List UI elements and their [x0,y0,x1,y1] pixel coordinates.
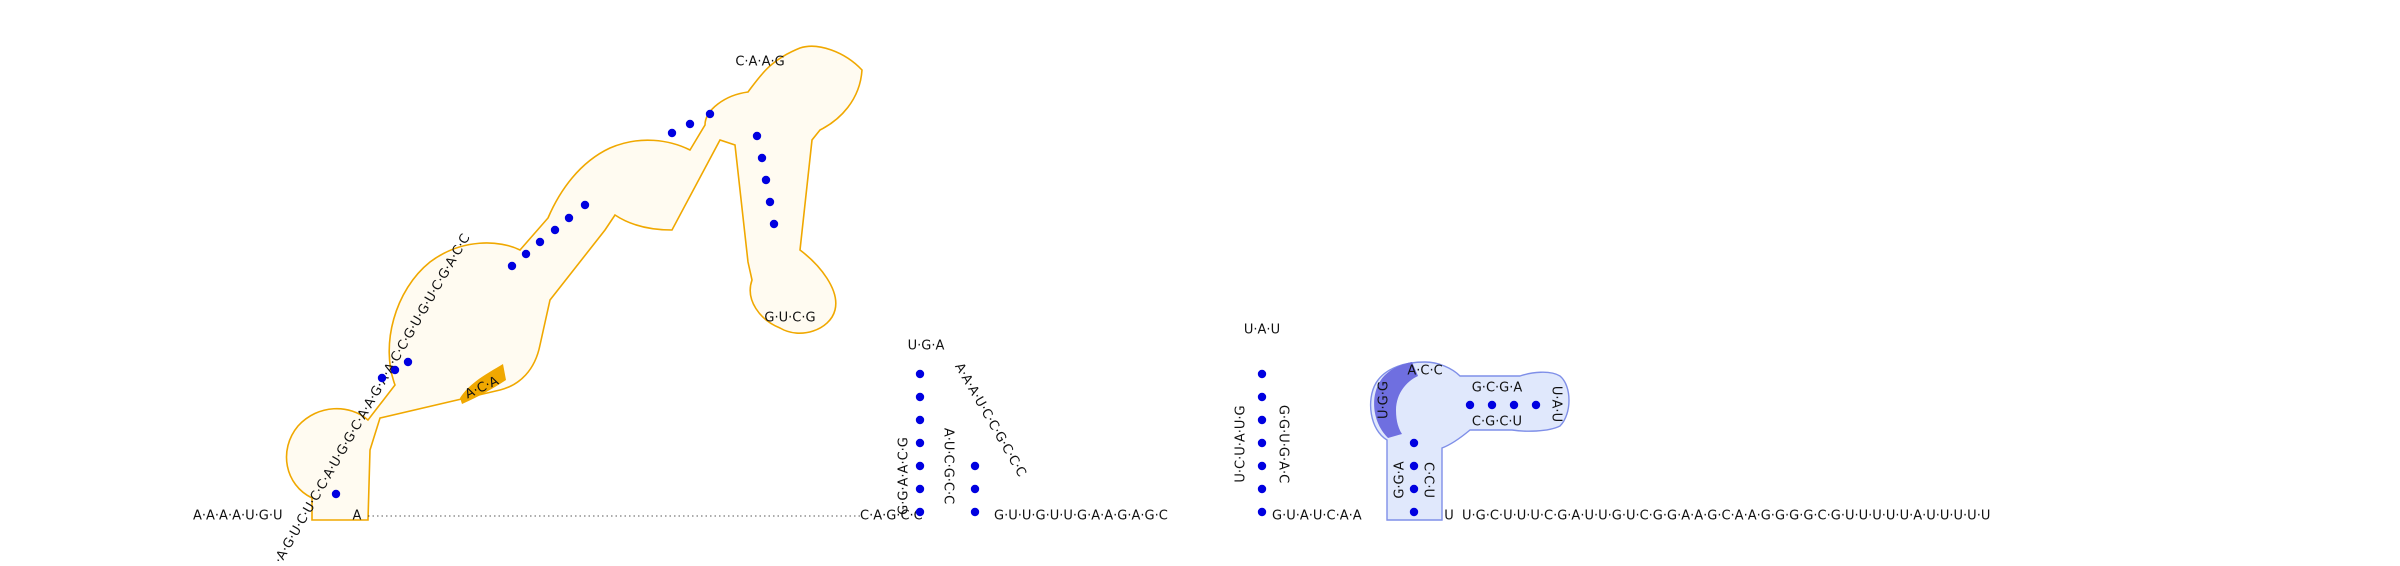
base-pair-dot [535,237,545,247]
base-pair-dot [765,197,775,207]
base-pair-dot [915,484,925,494]
base-pair-dot [752,131,762,141]
base-pair-dot [1509,400,1519,410]
base-pair-dot [1409,438,1419,448]
hairpin-3-stem-right: C·C·U [1421,462,1436,498]
mainline-tail-a: A [353,509,362,524]
base-pair-dot [970,507,980,517]
base-pair-dot [915,369,925,379]
base-pair-dot [685,119,695,129]
base-pair-dot [915,415,925,425]
hairpin-3-arm-top: G·C·G·A [1472,381,1523,396]
hairpin-2-loop: U·A·U [1244,323,1280,338]
base-pair-dot [757,153,767,163]
base-pair-dot [1409,484,1419,494]
base-pair-dots [331,109,1541,517]
base-pair-dot [564,213,574,223]
base-pair-dot [521,249,531,259]
base-pair-dot [331,489,341,499]
base-pair-dot [403,357,413,367]
base-pair-dot [1257,484,1267,494]
base-pair-dot [915,392,925,402]
hairpin-2-stem-left: U·C·U·A·U·G [1234,405,1249,482]
base-pair-dot [377,373,387,383]
hairpin-3-cap: U·A·U [1549,386,1564,422]
structure-3-highlight [1369,361,1570,521]
hairpin-1-stem-right: A·U·C·G·C·C [941,428,956,504]
structure-1-loop-right: G·U·C·G [764,311,815,326]
base-pair-dot [1257,392,1267,402]
base-pair-dot [1257,507,1267,517]
hairpin-3-stem-left: G·G·A [1393,461,1408,498]
base-pair-dot [970,461,980,471]
highlighted-bulge-fill [1374,362,1418,438]
base-pair-dot [1409,507,1419,517]
structure-1-highlight [285,45,863,521]
hairpin-1-side-loop: A·A·A·U·C·C·G·C·C·C [951,360,1028,479]
base-pair-dot [769,219,779,229]
hairpin-2-stem-right: G·G·U·G·A·C [1276,405,1291,483]
base-pair-dot [1465,400,1475,410]
mainline-middle-4: U [1444,509,1454,524]
base-pair-dot [970,484,980,494]
base-pair-dot [915,438,925,448]
hairpin-1-loop: U·G·A [908,339,945,354]
base-pair-dot [1257,369,1267,379]
base-pair-dot [705,109,715,119]
base-pair-dot [1531,400,1541,410]
base-pair-dot [761,175,771,185]
base-pair-dot [667,128,677,138]
mainline-middle-2: G·U·U·G·U·U·G·A·A·G·A·G·C [994,509,1168,524]
hairpin-3-loop: A·C·C [1407,364,1442,379]
base-pair-dot [550,225,560,235]
base-pair-dot [580,200,590,210]
base-pair-dot [1257,461,1267,471]
base-pair-dot [1487,400,1497,410]
structure-1-loop-top: C·A·A·G [735,55,784,70]
base-pair-dot [507,261,517,271]
base-pair-dot [1409,461,1419,471]
base-pair-dot [915,461,925,471]
mainline-right: U·G·C·U·U·U·C·G·A·U·U·G·U·C·G·G·A·A·G·C·… [1462,509,1990,524]
hairpin-1-stem-left: G·G·A·A·C·G [897,437,912,515]
mainline-left: A·A·A·A·U·G·U [193,509,282,524]
base-pair-dot [1257,438,1267,448]
base-pair-dot [390,365,400,375]
mainline-middle-3: G·U·A·U·C·A·A [1272,509,1362,524]
hairpin-3-bulge: U·G·G [1377,381,1392,419]
highlighted-segment-fill [460,364,506,404]
base-pair-dot [1257,415,1267,425]
mainline-middle-1: C·A·G·C·C [860,509,923,524]
hairpin-3-arm-bottom: C·G·C·U [1472,415,1522,430]
base-pair-dot [915,507,925,517]
